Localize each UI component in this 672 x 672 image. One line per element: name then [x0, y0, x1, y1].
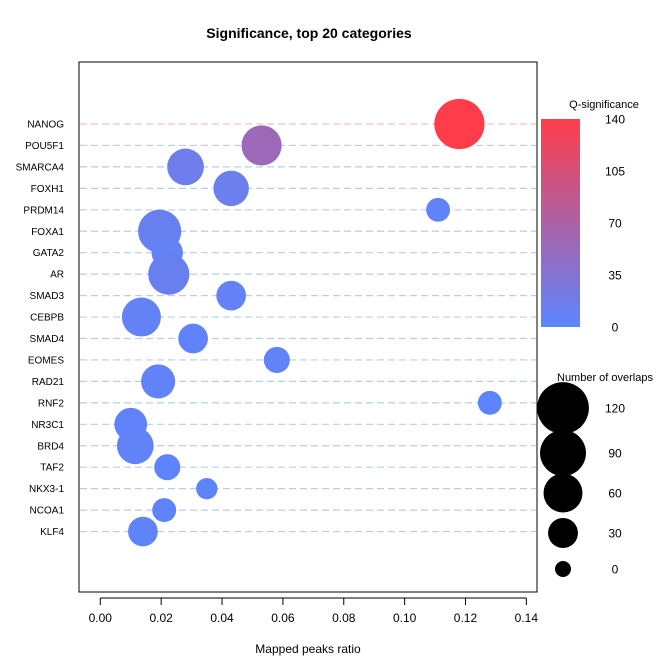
chart-title: Significance, top 20 categories	[206, 25, 412, 41]
size-legend-label-0: 0	[612, 563, 619, 577]
bubble-eomes	[263, 346, 290, 373]
size-legend-circle-90	[540, 430, 586, 476]
color-legend-tick-105: 105	[605, 165, 625, 179]
x-tick-label-0-06: 0.06	[271, 611, 295, 625]
x-axis: 0.00 0.02 0.04 0.06 0.08 0.10 0.12 0.14	[89, 597, 539, 625]
category-label-nanog: NANOG	[27, 120, 64, 131]
category-labels: NANOG POU5F1 SMARCA4 FOXH1 PRDM14 FOXA1 GATA2 A…	[16, 120, 65, 539]
category-label-foxh1: FOXH1	[31, 184, 65, 195]
bubble-ar	[148, 253, 190, 295]
x-tick-label-0-12: 0.12	[454, 611, 478, 625]
color-legend-tick-140: 140	[605, 113, 625, 127]
x-tick-label-0-08: 0.08	[332, 611, 356, 625]
bubble-foxh1	[213, 170, 249, 207]
bubble-rnf2	[477, 390, 502, 415]
size-legend-items: 120 90 60 30 0	[537, 382, 625, 577]
category-label-klf4: KLF4	[40, 527, 64, 538]
category-label-rad21: RAD21	[32, 377, 65, 388]
bubble-smad3	[216, 280, 247, 311]
category-label-ar: AR	[50, 270, 64, 281]
color-legend: Q-significance 0 35 70 105 140	[541, 99, 639, 335]
x-tick-label-0-02: 0.02	[149, 611, 173, 625]
category-label-prdm14: PRDM14	[23, 205, 64, 216]
bubble-brd4	[116, 427, 154, 465]
x-axis-label: Mapped peaks ratio	[255, 642, 361, 656]
size-legend-circle-0	[555, 561, 571, 577]
category-label-brd4: BRD4	[37, 441, 64, 452]
size-legend: Number of overlaps 120 90 60 30 0	[537, 372, 653, 577]
category-label-taf2: TAF2	[40, 463, 64, 474]
bubble-pou5f1	[241, 125, 282, 166]
x-tick-label-0-00: 0.00	[89, 611, 113, 625]
category-label-gata2: GATA2	[33, 248, 65, 259]
size-legend-label-90: 90	[608, 447, 622, 461]
bubble-smad4	[178, 323, 208, 354]
color-gradient-bar	[541, 119, 580, 327]
bubble-ncoa1	[152, 498, 177, 523]
size-legend-circle-120	[537, 382, 589, 434]
color-legend-tick-70: 70	[608, 217, 622, 231]
color-legend-ticks: 0 35 70 105 140	[605, 113, 625, 335]
category-label-cebpb: CEBPB	[30, 313, 64, 324]
x-tick-label-0-04: 0.04	[210, 611, 234, 625]
size-legend-circle-60	[543, 473, 583, 513]
bubble-prdm14	[426, 197, 451, 222]
category-label-pou5f1: POU5F1	[25, 141, 64, 152]
size-legend-circle-30	[548, 518, 578, 548]
category-label-foxa1: FOXA1	[31, 227, 64, 238]
plot-frame	[78, 61, 538, 593]
size-legend-label-30: 30	[608, 527, 622, 541]
size-legend-label-120: 120	[605, 402, 625, 416]
category-label-eomes: EOMES	[28, 355, 64, 366]
x-tick-label-0-10: 0.10	[393, 611, 417, 625]
category-label-nr3c1: NR3C1	[31, 420, 64, 431]
bubble-cebpb	[121, 297, 161, 337]
bubble-klf4	[128, 516, 158, 547]
size-legend-label-60: 60	[608, 487, 622, 501]
bubbles	[114, 98, 502, 547]
x-tick-label-0-14: 0.14	[515, 611, 539, 625]
color-legend-tick-35: 35	[608, 269, 622, 283]
color-legend-tick-0: 0	[612, 321, 619, 335]
gridlines	[80, 123, 536, 533]
category-label-smad4: SMAD4	[30, 334, 65, 345]
size-legend-title: Number of overlaps	[557, 372, 653, 384]
bubble-nkx3-1	[196, 477, 218, 500]
bubble-nanog	[434, 98, 485, 150]
category-label-ncoa1: NCOA1	[30, 506, 65, 517]
category-label-smad3: SMAD3	[30, 291, 65, 302]
category-label-rnf2: RNF2	[38, 398, 65, 409]
bubble-smarca4	[167, 148, 204, 186]
bubble-rad21	[141, 364, 176, 399]
bubble-taf2	[154, 454, 181, 481]
color-legend-title: Q-significance	[569, 99, 639, 111]
category-label-nkx3-1: NKX3-1	[29, 484, 64, 495]
category-label-smarca4: SMARCA4	[16, 162, 65, 173]
